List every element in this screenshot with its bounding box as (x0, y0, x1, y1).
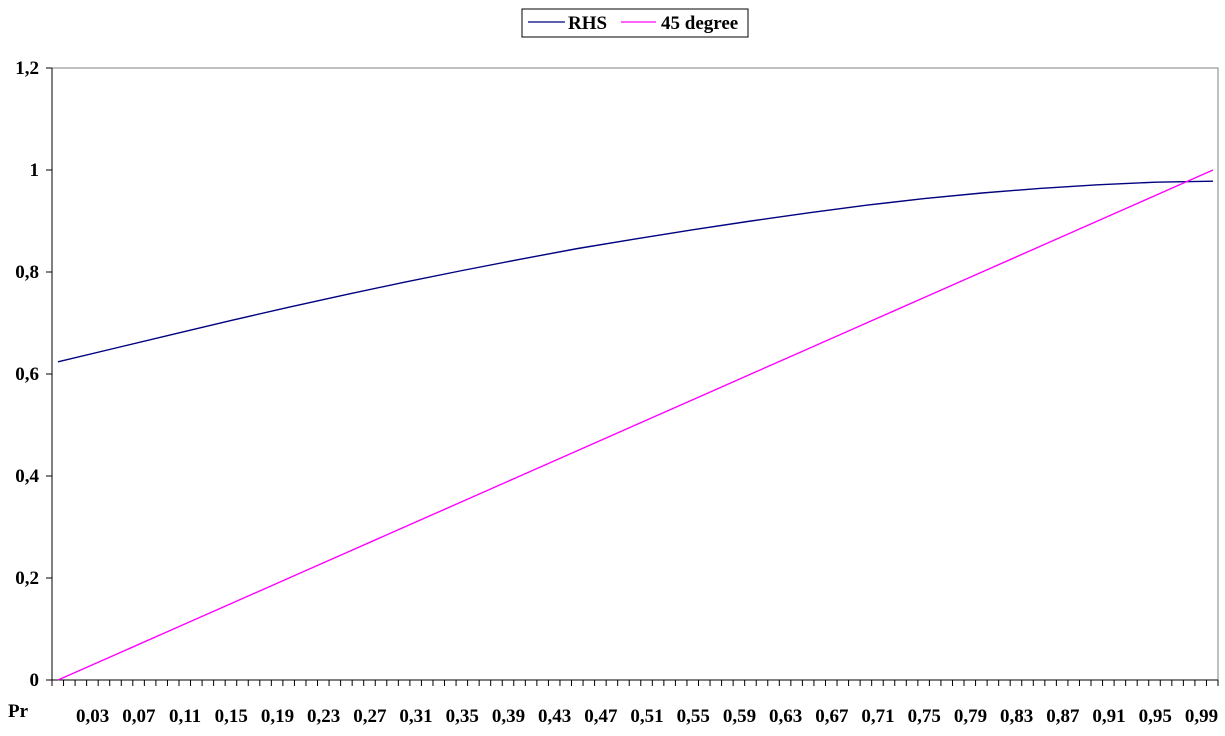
plot-area: 0 0,2 0,4 0,6 0,8 1 1,2 0,03 0,07 0,11 0,15 0,19 0,2… (15, 58, 1219, 727)
x-tick-label: 0,51 (630, 706, 663, 727)
series-line-45-degree (57, 169, 1214, 681)
y-tick-label: 1,2 (15, 58, 39, 79)
plot-frame (51, 67, 1219, 681)
x-tick-label: 0,95 (1139, 706, 1172, 727)
x-tick-label: 0,83 (1000, 706, 1033, 727)
y-tick-label: 0,2 (15, 568, 39, 589)
x-tick-label: 0,79 (954, 706, 987, 727)
x-tick-label: 0,43 (538, 706, 571, 727)
x-tick-label: 0,75 (908, 706, 941, 727)
series-line-rhs (57, 180, 1214, 363)
x-tick-label: 0,39 (492, 706, 525, 727)
x-tick-label: 0,27 (353, 706, 387, 727)
x-tick-label: 0,63 (769, 706, 802, 727)
y-tick-label: 0 (30, 670, 40, 691)
x-tick-label: 0,11 (169, 706, 201, 727)
legend-label-45-degree: 45 degree (661, 13, 738, 34)
x-tick-label: 0,55 (677, 706, 710, 727)
x-tick-label: 0,03 (76, 706, 109, 727)
x-tick-label: 0,23 (307, 706, 340, 727)
x-tick-label: 0,07 (122, 706, 156, 727)
y-tick-label: 0,4 (15, 466, 39, 487)
x-tick-label: 0,91 (1092, 706, 1125, 727)
x-tick-label: 0,15 (215, 706, 248, 727)
legend-label-rhs: RHS (568, 13, 607, 34)
x-tick-label: 0,31 (399, 706, 432, 727)
x-tick-label: 0,35 (446, 706, 479, 727)
x-axis-label: Pr (8, 701, 29, 722)
x-tick-label: 0,71 (861, 706, 894, 727)
x-tick-label: 0,67 (815, 706, 849, 727)
x-tick-label: 0,47 (584, 706, 618, 727)
x-tick-label: 0,99 (1185, 706, 1218, 727)
legend: RHS 45 degree (521, 8, 749, 38)
y-tick-label: 1 (30, 160, 40, 181)
x-tick-label: 0,19 (261, 706, 294, 727)
x-tick-label: 0,59 (723, 706, 756, 727)
x-tick-label: 0,87 (1046, 706, 1080, 727)
y-tick-label: 0,6 (15, 364, 39, 385)
legend-box (521, 8, 749, 38)
y-tick-label: 0,8 (15, 262, 39, 283)
